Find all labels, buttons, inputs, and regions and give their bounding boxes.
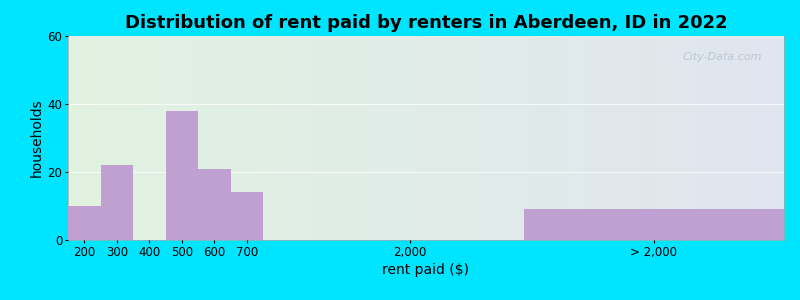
Bar [230,192,263,240]
Y-axis label: households: households [30,99,43,177]
Title: Distribution of rent paid by renters in Aberdeen, ID in 2022: Distribution of rent paid by renters in … [125,14,727,32]
Bar [68,206,101,240]
Text: City-Data.com: City-Data.com [683,52,762,62]
Bar [166,111,198,240]
X-axis label: rent paid ($): rent paid ($) [382,263,470,277]
Bar [524,209,784,240]
Bar [198,169,230,240]
Bar [101,165,133,240]
